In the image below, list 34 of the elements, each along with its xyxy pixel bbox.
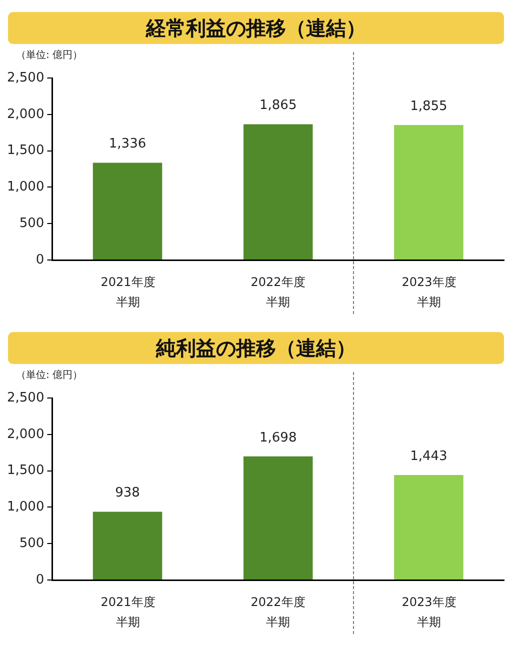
data-label: 1,336	[108, 136, 146, 152]
y-tick-label: 1,500	[7, 143, 44, 158]
bar	[243, 456, 313, 580]
y-tick-label: 0	[36, 252, 44, 268]
y-axis-title: （単位: 億円）	[16, 368, 83, 382]
bar	[394, 124, 464, 260]
y-tick-label: 500	[19, 536, 44, 551]
x-tick-label: 2023年度半期	[400, 274, 458, 311]
bar	[243, 124, 313, 260]
data-label: 1,698	[260, 430, 297, 446]
y-tick-label: 2,000	[7, 426, 44, 442]
bar	[92, 162, 162, 260]
bar	[92, 512, 162, 580]
data-label: 1,865	[260, 98, 297, 114]
x-tick-label: 2021年度半期	[100, 274, 156, 311]
y-tick-label: 2,500	[7, 390, 44, 406]
x-tick-label: 2023年度半期	[400, 594, 458, 631]
x-tick-label: 2021年度半期	[100, 594, 156, 631]
bar	[394, 474, 464, 580]
y-axis-title: （単位: 億円）	[16, 48, 83, 62]
y-tick-label: 1,000	[7, 500, 44, 515]
y-tick-label: 1,000	[7, 180, 44, 195]
chart-title: 純利益の推移（連結）	[8, 332, 504, 364]
x-tick-label: 2022年度半期	[250, 274, 306, 311]
x-tick-label: 2022年度半期	[250, 594, 306, 631]
data-label: 1,855	[410, 98, 448, 114]
chart-title: 経常利益の推移（連結）	[8, 12, 504, 44]
y-tick-label: 1,500	[7, 463, 44, 478]
data-label: 938	[115, 486, 140, 501]
y-tick-label: 500	[19, 216, 44, 231]
data-label: 1,443	[410, 448, 448, 464]
y-tick-label: 2,000	[7, 106, 44, 122]
y-tick-label: 2,500	[7, 70, 44, 86]
y-tick-label: 0	[36, 572, 44, 588]
